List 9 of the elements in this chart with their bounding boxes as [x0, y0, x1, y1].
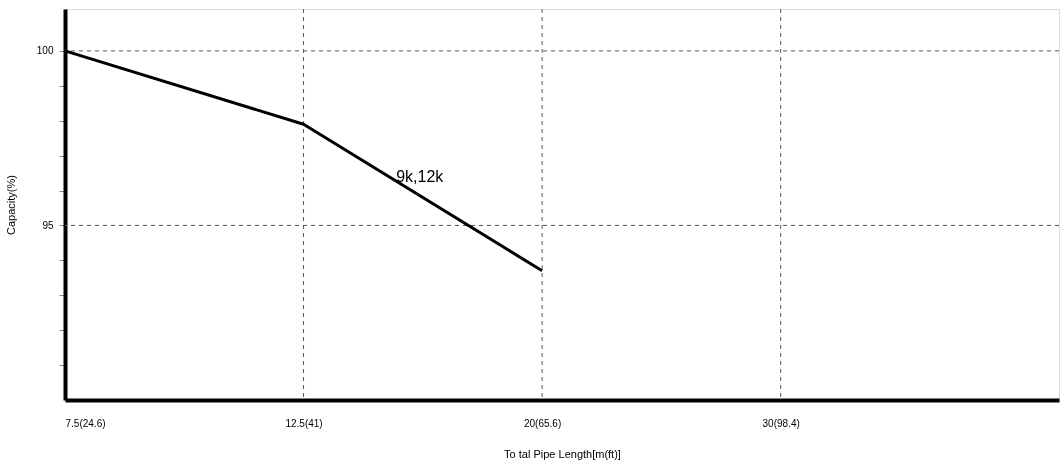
y-tick-label: 100 — [36, 45, 54, 57]
x-tick-label: 12.5(41) — [285, 417, 323, 429]
y-tick-label: 95 — [42, 219, 54, 231]
x-tick-label: 7.5(24.6) — [65, 417, 106, 429]
x-tick-label: 30(98.4) — [762, 417, 800, 429]
x-axis-title: To tal Pipe Length[m(ft)] — [504, 447, 621, 460]
x-tick-label: 20(65.6) — [523, 417, 562, 429]
series-label: 9k,12k — [396, 167, 445, 185]
y-axis-title: Capacity(%) — [4, 175, 17, 235]
